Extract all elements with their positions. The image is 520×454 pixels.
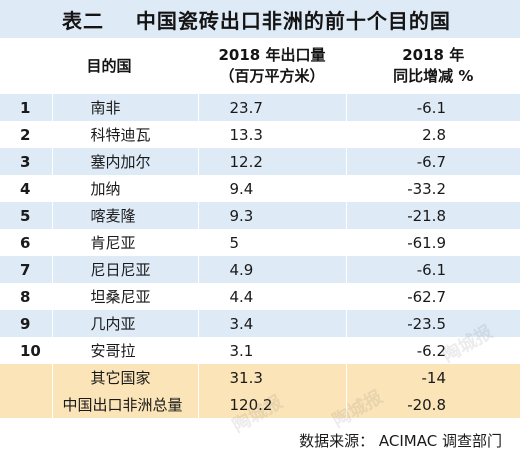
change-cell: -33.2 (346, 175, 520, 202)
change-cell: -23.5 (346, 310, 520, 337)
summary-change: -20.8 (346, 391, 520, 418)
country-cell: 塞内加尔 (52, 148, 199, 175)
table-row: 8 坦桑尼亚 4.4 -62.7 (0, 283, 520, 310)
table-row: 6 肯尼亚 5 -61.9 (0, 229, 520, 256)
rank-cell: 9 (0, 310, 53, 337)
title-bar: 表二 中国瓷砖出口非洲的前十个目的国 (0, 0, 520, 38)
country-cell: 尼日尼亚 (52, 256, 199, 283)
change-cell: -6.1 (346, 94, 520, 121)
summary-rank-cell (0, 391, 53, 418)
header-row: 目的国 2018 年出口量 （百万平方米） 2018 年 同比增减 % (0, 38, 520, 94)
rank-cell: 7 (0, 256, 53, 283)
volume-cell: 13.3 (198, 121, 347, 148)
country-cell: 几内亚 (52, 310, 199, 337)
rank-cell: 8 (0, 283, 53, 310)
country-cell: 喀麦隆 (52, 202, 199, 229)
header-country: 目的国 (52, 38, 199, 94)
volume-cell: 4.4 (198, 283, 347, 310)
change-cell: -6.1 (346, 256, 520, 283)
volume-cell: 5 (198, 229, 347, 256)
table-title: 表二 中国瓷砖出口非洲的前十个目的国 (62, 8, 451, 33)
country-cell: 肯尼亚 (52, 229, 199, 256)
change-cell: -61.9 (346, 229, 520, 256)
header-volume-line2: （百万平方米） (219, 67, 325, 85)
summary-label: 中国出口非洲总量 (52, 391, 199, 418)
header-volume: 2018 年出口量 （百万平方米） (198, 38, 347, 94)
rank-cell: 6 (0, 229, 53, 256)
change-cell: -62.7 (346, 283, 520, 310)
volume-cell: 3.4 (198, 310, 347, 337)
table-row: 9 几内亚 3.4 -23.5 (0, 310, 520, 337)
rank-cell: 5 (0, 202, 53, 229)
country-cell: 安哥拉 (52, 337, 199, 364)
change-cell: -6.2 (346, 337, 520, 364)
volume-cell: 4.9 (198, 256, 347, 283)
rank-cell: 10 (0, 337, 53, 364)
country-cell: 加纳 (52, 175, 199, 202)
table-row: 3 塞内加尔 12.2 -6.7 (0, 148, 520, 175)
export-table: 目的国 2018 年出口量 （百万平方米） 2018 年 同比增减 % 1 南非… (0, 38, 520, 418)
summary-row-total: 中国出口非洲总量 120.2 -20.8 (0, 391, 520, 418)
table-row: 7 尼日尼亚 4.9 -6.1 (0, 256, 520, 283)
change-cell: -21.8 (346, 202, 520, 229)
volume-cell: 3.1 (198, 337, 347, 364)
volume-cell: 9.4 (198, 175, 347, 202)
rank-cell: 3 (0, 148, 53, 175)
summary-volume: 31.3 (198, 364, 347, 391)
header-change-line1: 2018 年 (402, 46, 465, 64)
table-row: 10 安哥拉 3.1 -6.2 (0, 337, 520, 364)
rank-cell: 1 (0, 94, 53, 121)
header-change-line2: 同比增减 % (393, 67, 474, 85)
volume-cell: 12.2 (198, 148, 347, 175)
header-rank (0, 38, 53, 94)
volume-cell: 23.7 (198, 94, 347, 121)
summary-label: 其它国家 (52, 364, 199, 391)
header-volume-line1: 2018 年出口量 (218, 46, 326, 64)
summary-row-others: 其它国家 31.3 -14 (0, 364, 520, 391)
source-note: 数据来源： ACIMAC 调查部门 (299, 432, 502, 450)
country-cell: 坦桑尼亚 (52, 283, 199, 310)
rank-cell: 4 (0, 175, 53, 202)
change-cell: -6.7 (346, 148, 520, 175)
country-cell: 南非 (52, 94, 199, 121)
change-cell: 2.8 (346, 121, 520, 148)
header-change: 2018 年 同比增减 % (346, 38, 520, 94)
summary-volume: 120.2 (198, 391, 347, 418)
table-row: 2 科特迪瓦 13.3 2.8 (0, 121, 520, 148)
table-row: 1 南非 23.7 -6.1 (0, 94, 520, 121)
summary-change: -14 (346, 364, 520, 391)
volume-cell: 9.3 (198, 202, 347, 229)
rank-cell: 2 (0, 121, 53, 148)
table-row: 4 加纳 9.4 -33.2 (0, 175, 520, 202)
summary-rank-cell (0, 364, 53, 391)
table-row: 5 喀麦隆 9.3 -21.8 (0, 202, 520, 229)
country-cell: 科特迪瓦 (52, 121, 199, 148)
